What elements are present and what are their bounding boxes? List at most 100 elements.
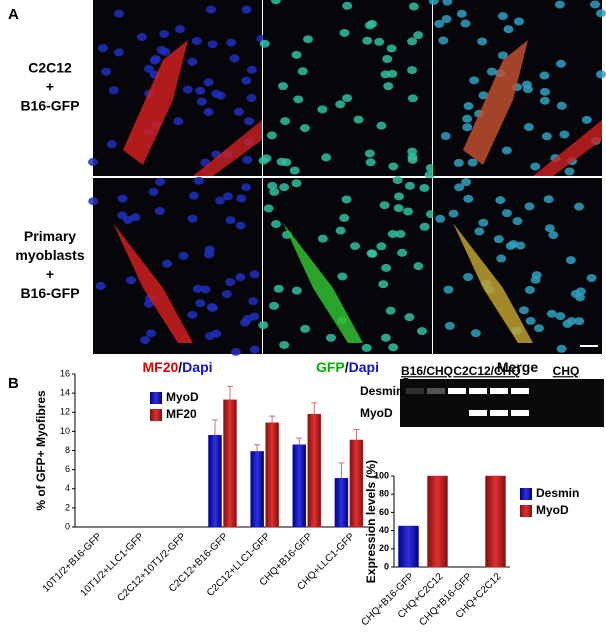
nucleus <box>325 333 336 342</box>
nucleus <box>249 270 260 279</box>
nucleus <box>562 319 573 328</box>
nucleus <box>221 290 232 299</box>
nucleus <box>533 324 544 333</box>
nucleus <box>379 201 390 210</box>
panel-label: A <box>8 6 19 23</box>
nucleus <box>300 324 311 333</box>
nucleus <box>523 123 534 132</box>
nucleus <box>126 276 137 285</box>
nucleus <box>463 194 474 203</box>
y-tick-label: 2 <box>65 502 70 512</box>
nucleus <box>376 242 387 251</box>
nucleus <box>395 229 406 238</box>
nucleus <box>404 181 415 190</box>
nucleus <box>462 114 473 123</box>
gel-group-label: B16/CHQ <box>401 364 453 378</box>
nucleus <box>435 214 446 223</box>
nucleus <box>467 158 478 167</box>
nucleus <box>556 101 567 110</box>
nucleus <box>541 132 552 141</box>
nucleus <box>261 154 272 163</box>
nucleus <box>513 17 524 26</box>
error-bar <box>338 462 345 479</box>
y-tick-label: 6 <box>65 464 70 474</box>
bar <box>427 475 448 568</box>
nucleus <box>539 96 550 105</box>
nucleus <box>108 86 119 95</box>
column-label: Merge <box>497 359 538 375</box>
nucleus <box>225 216 236 225</box>
nucleus <box>293 95 304 104</box>
nucleus <box>196 97 207 106</box>
nucleus <box>530 162 541 171</box>
nucleus <box>113 48 124 57</box>
gel-group-label: CHQ <box>553 364 580 378</box>
nucleus <box>424 170 435 179</box>
y-axis-label: % of GFP+ Myofibres <box>34 390 48 511</box>
nucleus <box>469 76 480 85</box>
row-label: + <box>46 79 54 95</box>
y-tick-label: 0 <box>384 561 389 571</box>
nucleus <box>244 117 255 126</box>
column-label-part: GFP <box>316 359 345 375</box>
nucleus <box>448 209 459 218</box>
nucleus <box>454 183 465 192</box>
nucleus <box>474 227 485 236</box>
nucleus <box>97 44 108 53</box>
nucleus <box>555 312 566 321</box>
nucleus <box>546 309 557 318</box>
nucleus <box>554 0 565 9</box>
nucleus <box>462 123 473 132</box>
gel-row-label: MyoD <box>360 406 393 420</box>
nucleus <box>470 329 481 338</box>
gel-band <box>511 410 529 416</box>
nucleus <box>188 191 199 200</box>
gel-image <box>400 379 604 427</box>
nucleus <box>544 224 555 233</box>
error-bar <box>353 428 360 440</box>
myotube <box>123 40 188 165</box>
error-bar <box>296 437 303 445</box>
nucleus <box>195 299 206 308</box>
column-label-part: / <box>345 359 349 375</box>
nucleus <box>555 59 566 68</box>
nucleus <box>453 158 464 167</box>
nucleus <box>444 321 455 330</box>
column-label-part: MF20 <box>142 359 178 375</box>
nucleus <box>419 222 430 231</box>
nucleus <box>203 78 214 87</box>
legend-label: Desmin <box>536 486 579 500</box>
bar <box>250 451 264 528</box>
nucleus <box>512 217 523 226</box>
column-label-part: / <box>178 359 182 375</box>
nucleus <box>136 33 147 42</box>
error-bar <box>212 419 218 436</box>
nucleus <box>456 9 467 18</box>
column-label-part: Dapi <box>182 359 212 375</box>
cells <box>258 176 436 352</box>
nucleus <box>269 187 280 196</box>
nucleus <box>241 76 252 85</box>
y-tick-label: 80 <box>379 489 389 499</box>
nucleus <box>337 272 348 281</box>
bar <box>349 439 364 528</box>
nucleus <box>539 87 550 96</box>
nucleus <box>434 19 445 28</box>
gel-band <box>490 388 508 394</box>
nucleus <box>159 29 170 38</box>
micrographs <box>88 0 606 356</box>
nucleus <box>388 162 399 171</box>
nucleus <box>478 218 489 227</box>
y-tick-label: 8 <box>65 445 70 455</box>
nucleus <box>381 263 392 272</box>
nucleus <box>353 115 364 124</box>
nucleus <box>496 254 507 263</box>
nucleus <box>242 155 253 164</box>
nucleus <box>443 285 454 294</box>
nucleus <box>215 91 226 100</box>
nucleus <box>95 281 106 290</box>
nucleus <box>101 67 112 76</box>
nucleus <box>195 86 206 95</box>
nucleus <box>291 179 302 188</box>
nucleus <box>269 301 280 310</box>
